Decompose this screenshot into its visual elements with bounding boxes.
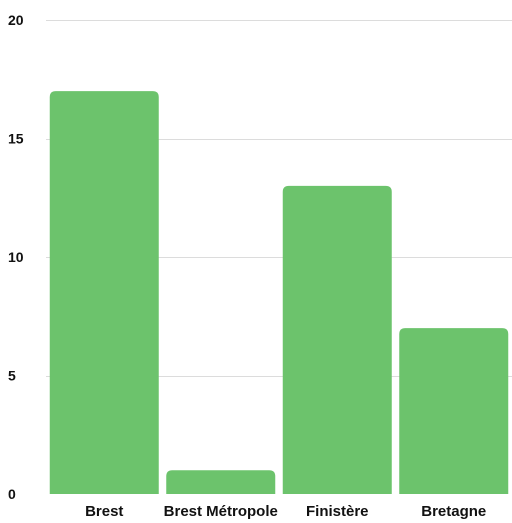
bar-finist-re xyxy=(282,185,392,494)
y-tick-label: 0 xyxy=(8,486,16,502)
y-tick-label: 5 xyxy=(8,368,16,384)
bars xyxy=(49,91,509,494)
x-category-label: Finistère xyxy=(306,503,369,520)
x-category-label: Bretagne xyxy=(421,503,486,520)
y-axis-tick-labels: 0 5 10 15 20 xyxy=(8,12,24,502)
y-tick-label: 20 xyxy=(8,12,24,28)
y-tick-label: 10 xyxy=(8,249,24,265)
bar-bretagne xyxy=(399,328,509,494)
y-tick-label: 15 xyxy=(8,131,24,147)
bar-brest-m-tropole xyxy=(166,470,276,494)
x-axis-category-labels: Brest Brest Métropole Finistère Bretagne xyxy=(85,503,486,520)
bar-brest xyxy=(49,91,159,494)
x-category-label: Brest xyxy=(85,503,123,520)
x-category-label: Brest Métropole xyxy=(164,503,278,520)
